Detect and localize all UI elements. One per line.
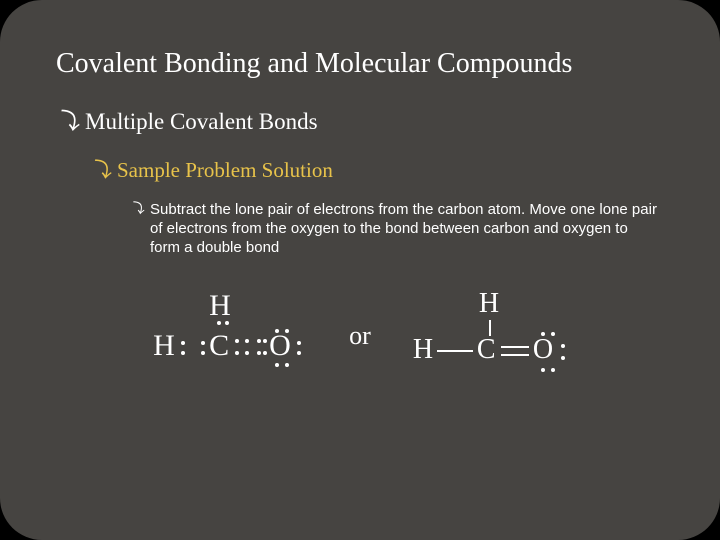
level2-text: Sample Problem Solution: [117, 158, 333, 183]
atom-label: C: [209, 329, 229, 363]
double-bond: [501, 346, 529, 348]
electron-dot: [551, 368, 555, 372]
electron-dot: [257, 351, 261, 355]
body-text: Subtract the lone pair of electrons from…: [150, 200, 660, 258]
electron-dot: [245, 351, 249, 355]
slide: Covalent Bonding and Molecular Compounds…: [0, 0, 720, 540]
electron-dot: [541, 368, 545, 372]
atom-label: H: [479, 288, 499, 320]
electron-dot: [561, 344, 565, 348]
electron-dot: [275, 363, 279, 367]
electron-dot: [541, 332, 545, 336]
bullet-icon: ⤵: [90, 154, 111, 184]
electron-dot: [235, 339, 239, 343]
electron-dot: [245, 339, 249, 343]
electron-dot: [257, 339, 261, 343]
electron-dot: [285, 363, 289, 367]
electron-dot: [181, 341, 185, 345]
electron-dot: [181, 351, 185, 355]
chemistry-row: HHCO or HHCO: [56, 288, 664, 384]
bullet-level-1: ⤵ Multiple Covalent Bonds: [56, 102, 664, 136]
electron-dot: [297, 341, 301, 345]
double-bond: [501, 354, 529, 356]
electron-dot: [201, 341, 205, 345]
lewis-structure: HHC O: [145, 291, 315, 381]
electron-dot: [225, 321, 229, 325]
electron-dot: [275, 329, 279, 333]
bullet-level-3: ⤵ Subtract the lone pair of electrons fr…: [130, 200, 664, 258]
bullet-level-2: ⤵ Sample Problem Solution: [90, 154, 664, 184]
single-bond: [489, 320, 491, 336]
atom-label: H: [153, 329, 175, 363]
slide-title: Covalent Bonding and Molecular Compounds: [56, 48, 664, 80]
line-structure: HHCO: [405, 288, 575, 384]
atom-label: O: [269, 329, 291, 363]
bullet-icon: ⤵: [56, 102, 79, 136]
electron-dot: [561, 356, 565, 360]
level1-text: Multiple Covalent Bonds: [85, 109, 318, 135]
atom-label: H: [413, 334, 433, 366]
electron-dot: [217, 321, 221, 325]
electron-dot: [285, 329, 289, 333]
electron-dot: [263, 339, 267, 343]
single-bond: [437, 350, 473, 352]
atom-label: O: [533, 334, 553, 366]
electron-dot: [551, 332, 555, 336]
electron-dot: [201, 351, 205, 355]
atom-label: C: [477, 334, 496, 366]
electron-dot: [235, 351, 239, 355]
electron-dot: [297, 351, 301, 355]
atom-label: H: [209, 289, 231, 323]
bullet-icon: ⤵: [130, 201, 144, 219]
or-separator: or: [349, 321, 371, 351]
electron-dot: [263, 351, 267, 355]
